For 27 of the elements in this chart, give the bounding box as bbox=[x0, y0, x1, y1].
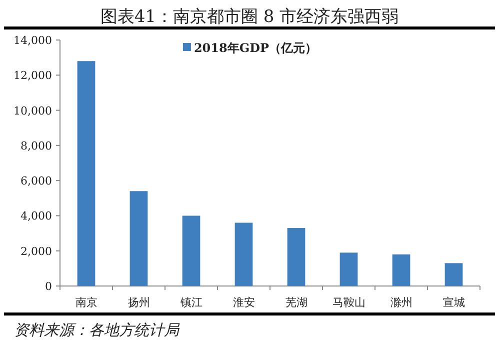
x-tick-label: 芜湖 bbox=[285, 296, 308, 309]
chart-title: 图表41：南京都市圈 8 市经济东强西弱 bbox=[100, 7, 399, 27]
bar bbox=[77, 61, 96, 286]
bar bbox=[130, 191, 148, 286]
y-tick-label: 0 bbox=[45, 280, 52, 293]
x-tick-label: 南京 bbox=[75, 296, 98, 309]
y-tick-label: 4,000 bbox=[20, 210, 52, 223]
y-tick-label: 14,000 bbox=[14, 34, 52, 47]
y-tick-label: 2,000 bbox=[20, 244, 52, 258]
x-tick-label: 镇江 bbox=[179, 296, 202, 309]
bar bbox=[392, 254, 410, 286]
bar bbox=[234, 222, 253, 286]
bar bbox=[340, 252, 358, 286]
bar bbox=[287, 228, 306, 286]
x-tick-label: 宣城 bbox=[442, 296, 465, 309]
y-tick-label: 10,000 bbox=[14, 104, 52, 118]
x-tick-label: 扬州 bbox=[128, 296, 150, 309]
y-tick-label: 6,000 bbox=[20, 174, 52, 188]
bar bbox=[182, 216, 200, 286]
text: 资料来源：各地方统计局 bbox=[14, 321, 180, 339]
x-tick-label: 淮安 bbox=[232, 296, 255, 309]
y-tick-label: 8,000 bbox=[20, 139, 52, 152]
x-tick-label: 滁州 bbox=[390, 296, 412, 309]
x-tick-label: 马鞍山 bbox=[332, 296, 366, 309]
legend-label: 2018年GDP（亿元） bbox=[194, 41, 318, 55]
y-tick-label: 12,000 bbox=[14, 69, 52, 82]
bar bbox=[444, 263, 463, 286]
